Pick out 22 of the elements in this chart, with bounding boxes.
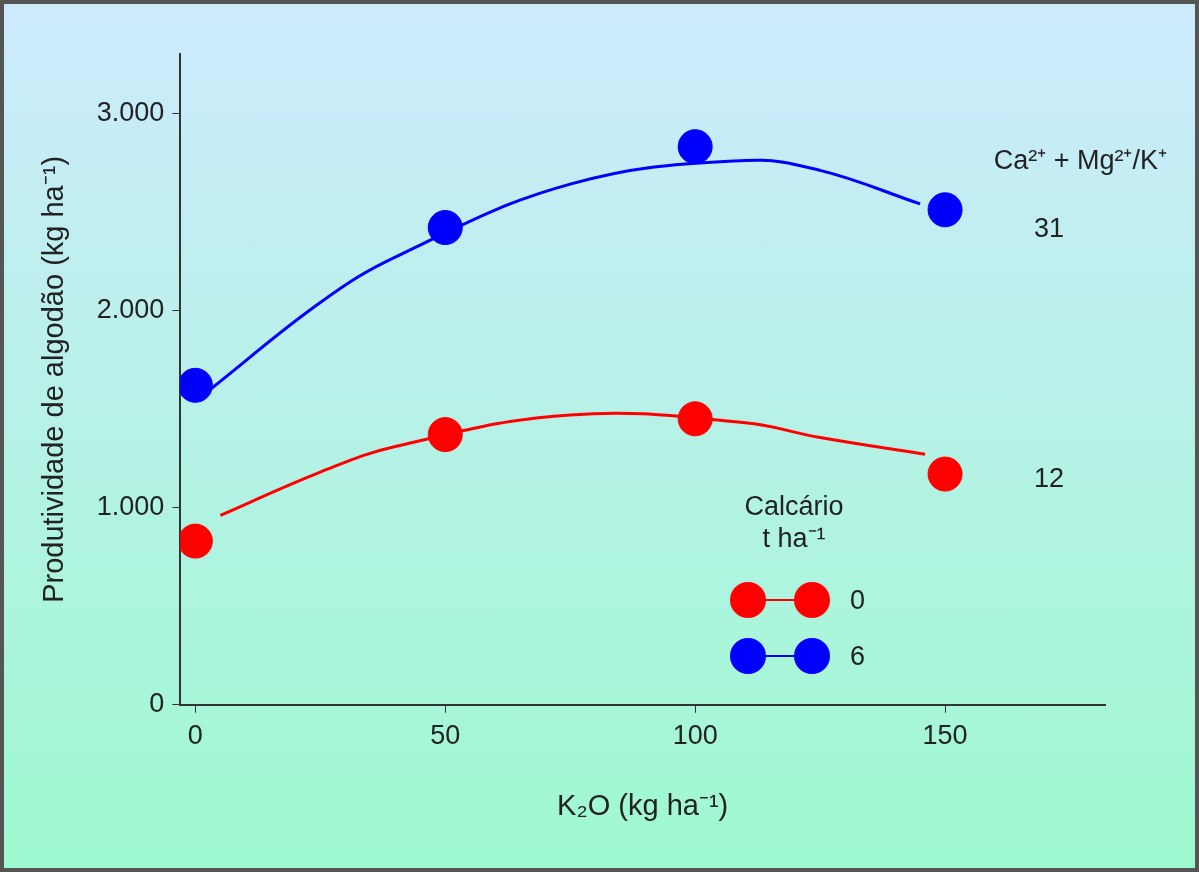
point [927, 192, 963, 228]
y-tick-label: 1.000 [96, 491, 165, 522]
x-tick-label: 50 [430, 720, 461, 751]
y-tick-label: 3.000 [96, 96, 165, 127]
point [677, 129, 713, 165]
legend-label: 6 [850, 640, 866, 672]
y-axis-title: Produtividade de algodão (kg ha⁻¹) [37, 155, 70, 603]
legend-label: 0 [850, 584, 866, 616]
annotation: Ca²⁺ + Mg²⁺/K⁺ [993, 145, 1167, 176]
x-tick-label: 100 [672, 720, 718, 751]
legend-title: Calcário t ha⁻¹ [743, 490, 845, 554]
annotation: 12 [1034, 463, 1065, 494]
annotation: 31 [1034, 213, 1065, 244]
x-axis-title: K₂O (kg ha⁻¹) [557, 788, 729, 821]
x-tick-label: 150 [922, 720, 968, 751]
x-tick-label: 0 [187, 720, 203, 751]
point [427, 210, 463, 246]
y-tick-label: 2.000 [96, 293, 165, 324]
point [427, 417, 463, 453]
point [677, 401, 713, 437]
point [927, 456, 963, 492]
y-tick-label: 0 [149, 688, 165, 719]
